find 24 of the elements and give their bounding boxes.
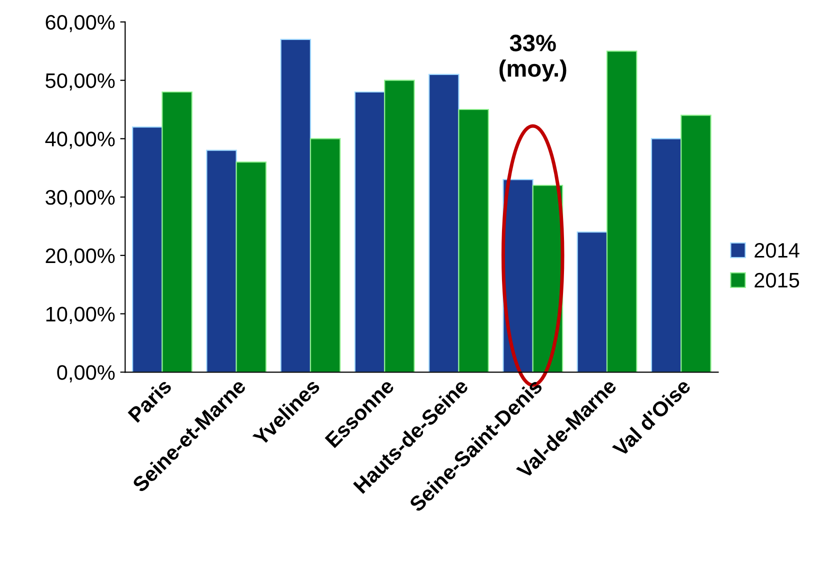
- bar: [236, 161, 267, 372]
- bar: [132, 126, 163, 372]
- y-tick-label: 10,00%: [46, 306, 115, 324]
- y-tick-label: 20,00%: [46, 248, 115, 266]
- annotation: 33% (moy.): [500, 34, 566, 82]
- y-tick-label: 30,00%: [46, 190, 115, 208]
- y-tick-label: 60,00%: [46, 14, 115, 32]
- bar: [206, 150, 237, 372]
- bar: [310, 138, 341, 372]
- bar: [606, 50, 638, 372]
- bar: [458, 108, 489, 372]
- bar: [354, 91, 386, 372]
- bar: [280, 38, 312, 372]
- y-tick-label: 40,00%: [45, 132, 115, 149]
- bar: [162, 91, 192, 372]
- bar: [650, 138, 682, 372]
- legend-label: 2015: [754, 272, 800, 288]
- bar: [680, 114, 712, 372]
- y-tick-label: 0,00%: [57, 365, 115, 382]
- y-tick-label: 50,00%: [46, 73, 115, 91]
- legend-label: 2014: [754, 243, 800, 258]
- bar: [384, 80, 415, 372]
- bar: [428, 74, 460, 372]
- bar: [576, 232, 608, 372]
